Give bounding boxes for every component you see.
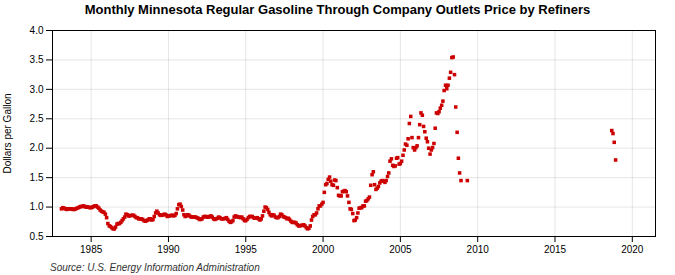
svg-text:3.0: 3.0 bbox=[30, 84, 44, 95]
svg-text:2015: 2015 bbox=[544, 244, 567, 255]
svg-text:1.0: 1.0 bbox=[30, 201, 44, 212]
svg-text:2005: 2005 bbox=[389, 244, 412, 255]
html-text:Monthly Minnesota Regular Gaso: Monthly Minnesota Regular Gasoline Throu… bbox=[84, 2, 591, 17]
svg-text:3.5: 3.5 bbox=[30, 54, 44, 65]
svg-text:1995: 1995 bbox=[235, 244, 258, 255]
svg-text:1.5: 1.5 bbox=[30, 172, 44, 183]
html-text:Source: U.S. Energy Informatio: Source: U.S. Energy Information Administ… bbox=[50, 262, 260, 273]
svg-text:2010: 2010 bbox=[467, 244, 490, 255]
svg-text:2.0: 2.0 bbox=[30, 142, 44, 153]
svg-text:1990: 1990 bbox=[157, 244, 180, 255]
svg-text:0.5: 0.5 bbox=[30, 231, 44, 242]
svg-text:4.0: 4.0 bbox=[30, 25, 44, 36]
svg-text:2000: 2000 bbox=[312, 244, 335, 255]
svg-text:Dollars per Gallon: Dollars per Gallon bbox=[2, 93, 13, 173]
svg-text:1985: 1985 bbox=[80, 244, 103, 255]
svg-text:2.5: 2.5 bbox=[30, 113, 44, 124]
svg-text:2020: 2020 bbox=[621, 244, 644, 255]
